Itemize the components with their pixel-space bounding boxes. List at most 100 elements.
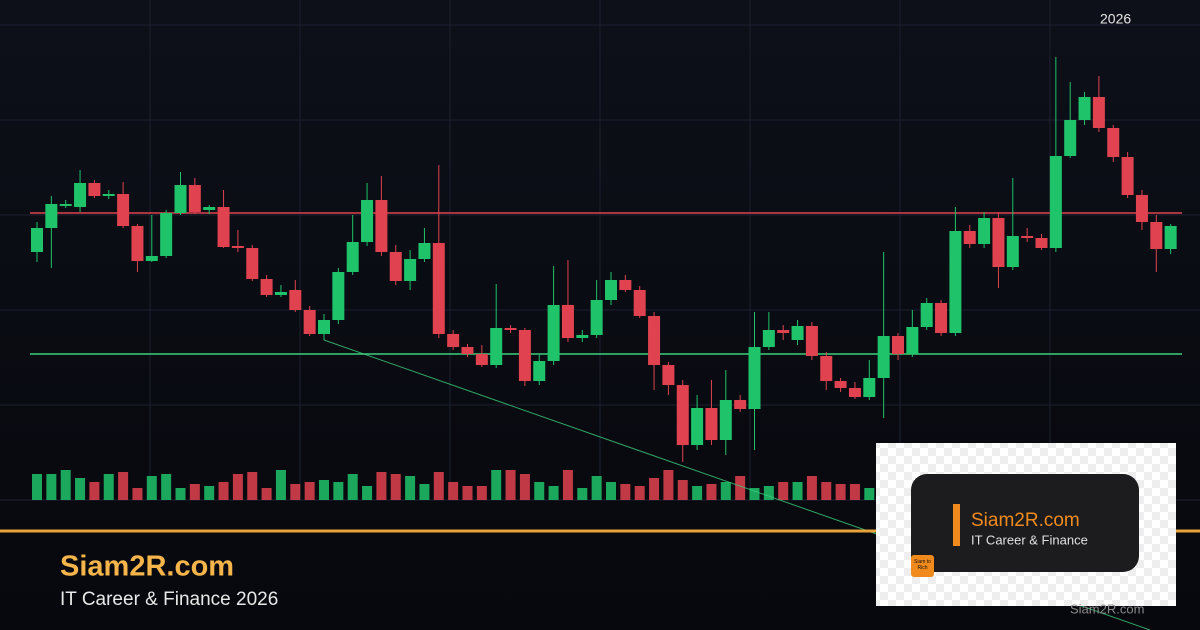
volume-bar [821, 482, 832, 500]
volume-bar [620, 484, 631, 500]
candle-body [231, 246, 244, 248]
volume-bar [749, 488, 760, 500]
badge: Siam2R.com IT Career & Finance Siam to R… [876, 443, 1176, 616]
volume-bar [763, 486, 774, 500]
candle-body [791, 326, 804, 340]
candle-body [131, 226, 144, 261]
candle-body [949, 231, 962, 333]
volume-bar [835, 484, 846, 500]
badge-name: Siam2R.com [971, 510, 1080, 531]
volume-bar [290, 484, 301, 500]
volume-bar [720, 482, 731, 500]
candle-body [418, 243, 431, 259]
volume-bar [534, 482, 545, 500]
candle-body [676, 385, 689, 445]
candle-body [203, 207, 216, 210]
volume-bar [46, 474, 57, 500]
volume-bar [405, 476, 416, 500]
volume-bar [161, 474, 172, 500]
candle-body [533, 361, 546, 381]
volume-bar [548, 486, 559, 500]
candle-body [633, 290, 646, 316]
candle-body [935, 303, 948, 333]
volume-bar [591, 476, 602, 500]
volume-bar [577, 488, 588, 500]
candle-body [332, 272, 345, 320]
volume-bar [304, 482, 315, 500]
candle-body [102, 194, 115, 196]
candle-body [174, 185, 187, 213]
candle-body [1092, 97, 1105, 128]
candle-body [1164, 226, 1177, 249]
volume-bar [189, 484, 200, 500]
volume-bar [505, 470, 516, 500]
candle-body [920, 303, 933, 327]
candle-body [705, 408, 718, 440]
volume-bar [692, 486, 703, 500]
candle-body [260, 279, 273, 295]
volume-bar [175, 488, 186, 500]
candle-body [145, 256, 158, 261]
candle-body [748, 347, 761, 409]
candle-body [475, 354, 488, 365]
candle-body [992, 218, 1005, 267]
candle-body [31, 228, 43, 252]
candle-body [805, 326, 818, 356]
volume-bar [132, 488, 143, 500]
volume-bar [32, 474, 42, 500]
volume-bar [275, 470, 286, 500]
volume-bar [319, 480, 329, 500]
candle-body [318, 320, 330, 334]
volume-bar [376, 472, 387, 500]
candle-body [160, 213, 173, 256]
candle-body [1064, 120, 1077, 156]
volume-bar [735, 476, 746, 500]
candle-body [447, 334, 460, 347]
volume-bar [448, 482, 459, 500]
candle-body [863, 378, 876, 397]
volume-bar [75, 478, 86, 500]
candle-body [691, 408, 704, 445]
candle-body [432, 243, 445, 334]
candle-body [346, 242, 359, 272]
brand-name: Siam2R.com [60, 551, 234, 583]
volume-bar [247, 472, 258, 500]
candle-body [892, 336, 904, 354]
candle-body [404, 259, 417, 281]
candle-body [1021, 236, 1034, 238]
volume-bar [663, 470, 674, 500]
candle-body [1078, 97, 1091, 120]
volume-bar [792, 482, 803, 500]
volume-bar [806, 476, 817, 500]
candle-body [877, 336, 890, 378]
volume-bar [491, 470, 502, 500]
candle-body [1049, 156, 1062, 248]
volume-bar [519, 474, 530, 500]
badge-icon-text: Siam to Rich [914, 559, 931, 571]
volume-bar [606, 482, 616, 500]
year-label: 2026 [1100, 11, 1131, 27]
candle-body [906, 327, 919, 354]
candle-body [389, 252, 402, 281]
badge-footer: Siam2R.com [1070, 601, 1144, 616]
volume-bar [634, 486, 645, 500]
volume-bar [89, 482, 100, 500]
candle-body [246, 248, 259, 279]
candle-body [576, 335, 589, 338]
candle-body [490, 328, 503, 365]
volume-bar [462, 486, 473, 500]
badge-card [911, 474, 1139, 572]
candle-body [547, 305, 560, 361]
candle-body [88, 183, 101, 196]
badge-tagline: IT Career & Finance [971, 532, 1088, 547]
candle-body [1150, 222, 1163, 249]
candle-body [734, 400, 747, 409]
volume-bar [778, 482, 789, 500]
candle-body [303, 310, 316, 334]
candle-body [518, 330, 531, 381]
volume-bar [261, 488, 272, 500]
volume-bar [476, 486, 487, 500]
candle-body [117, 194, 130, 226]
